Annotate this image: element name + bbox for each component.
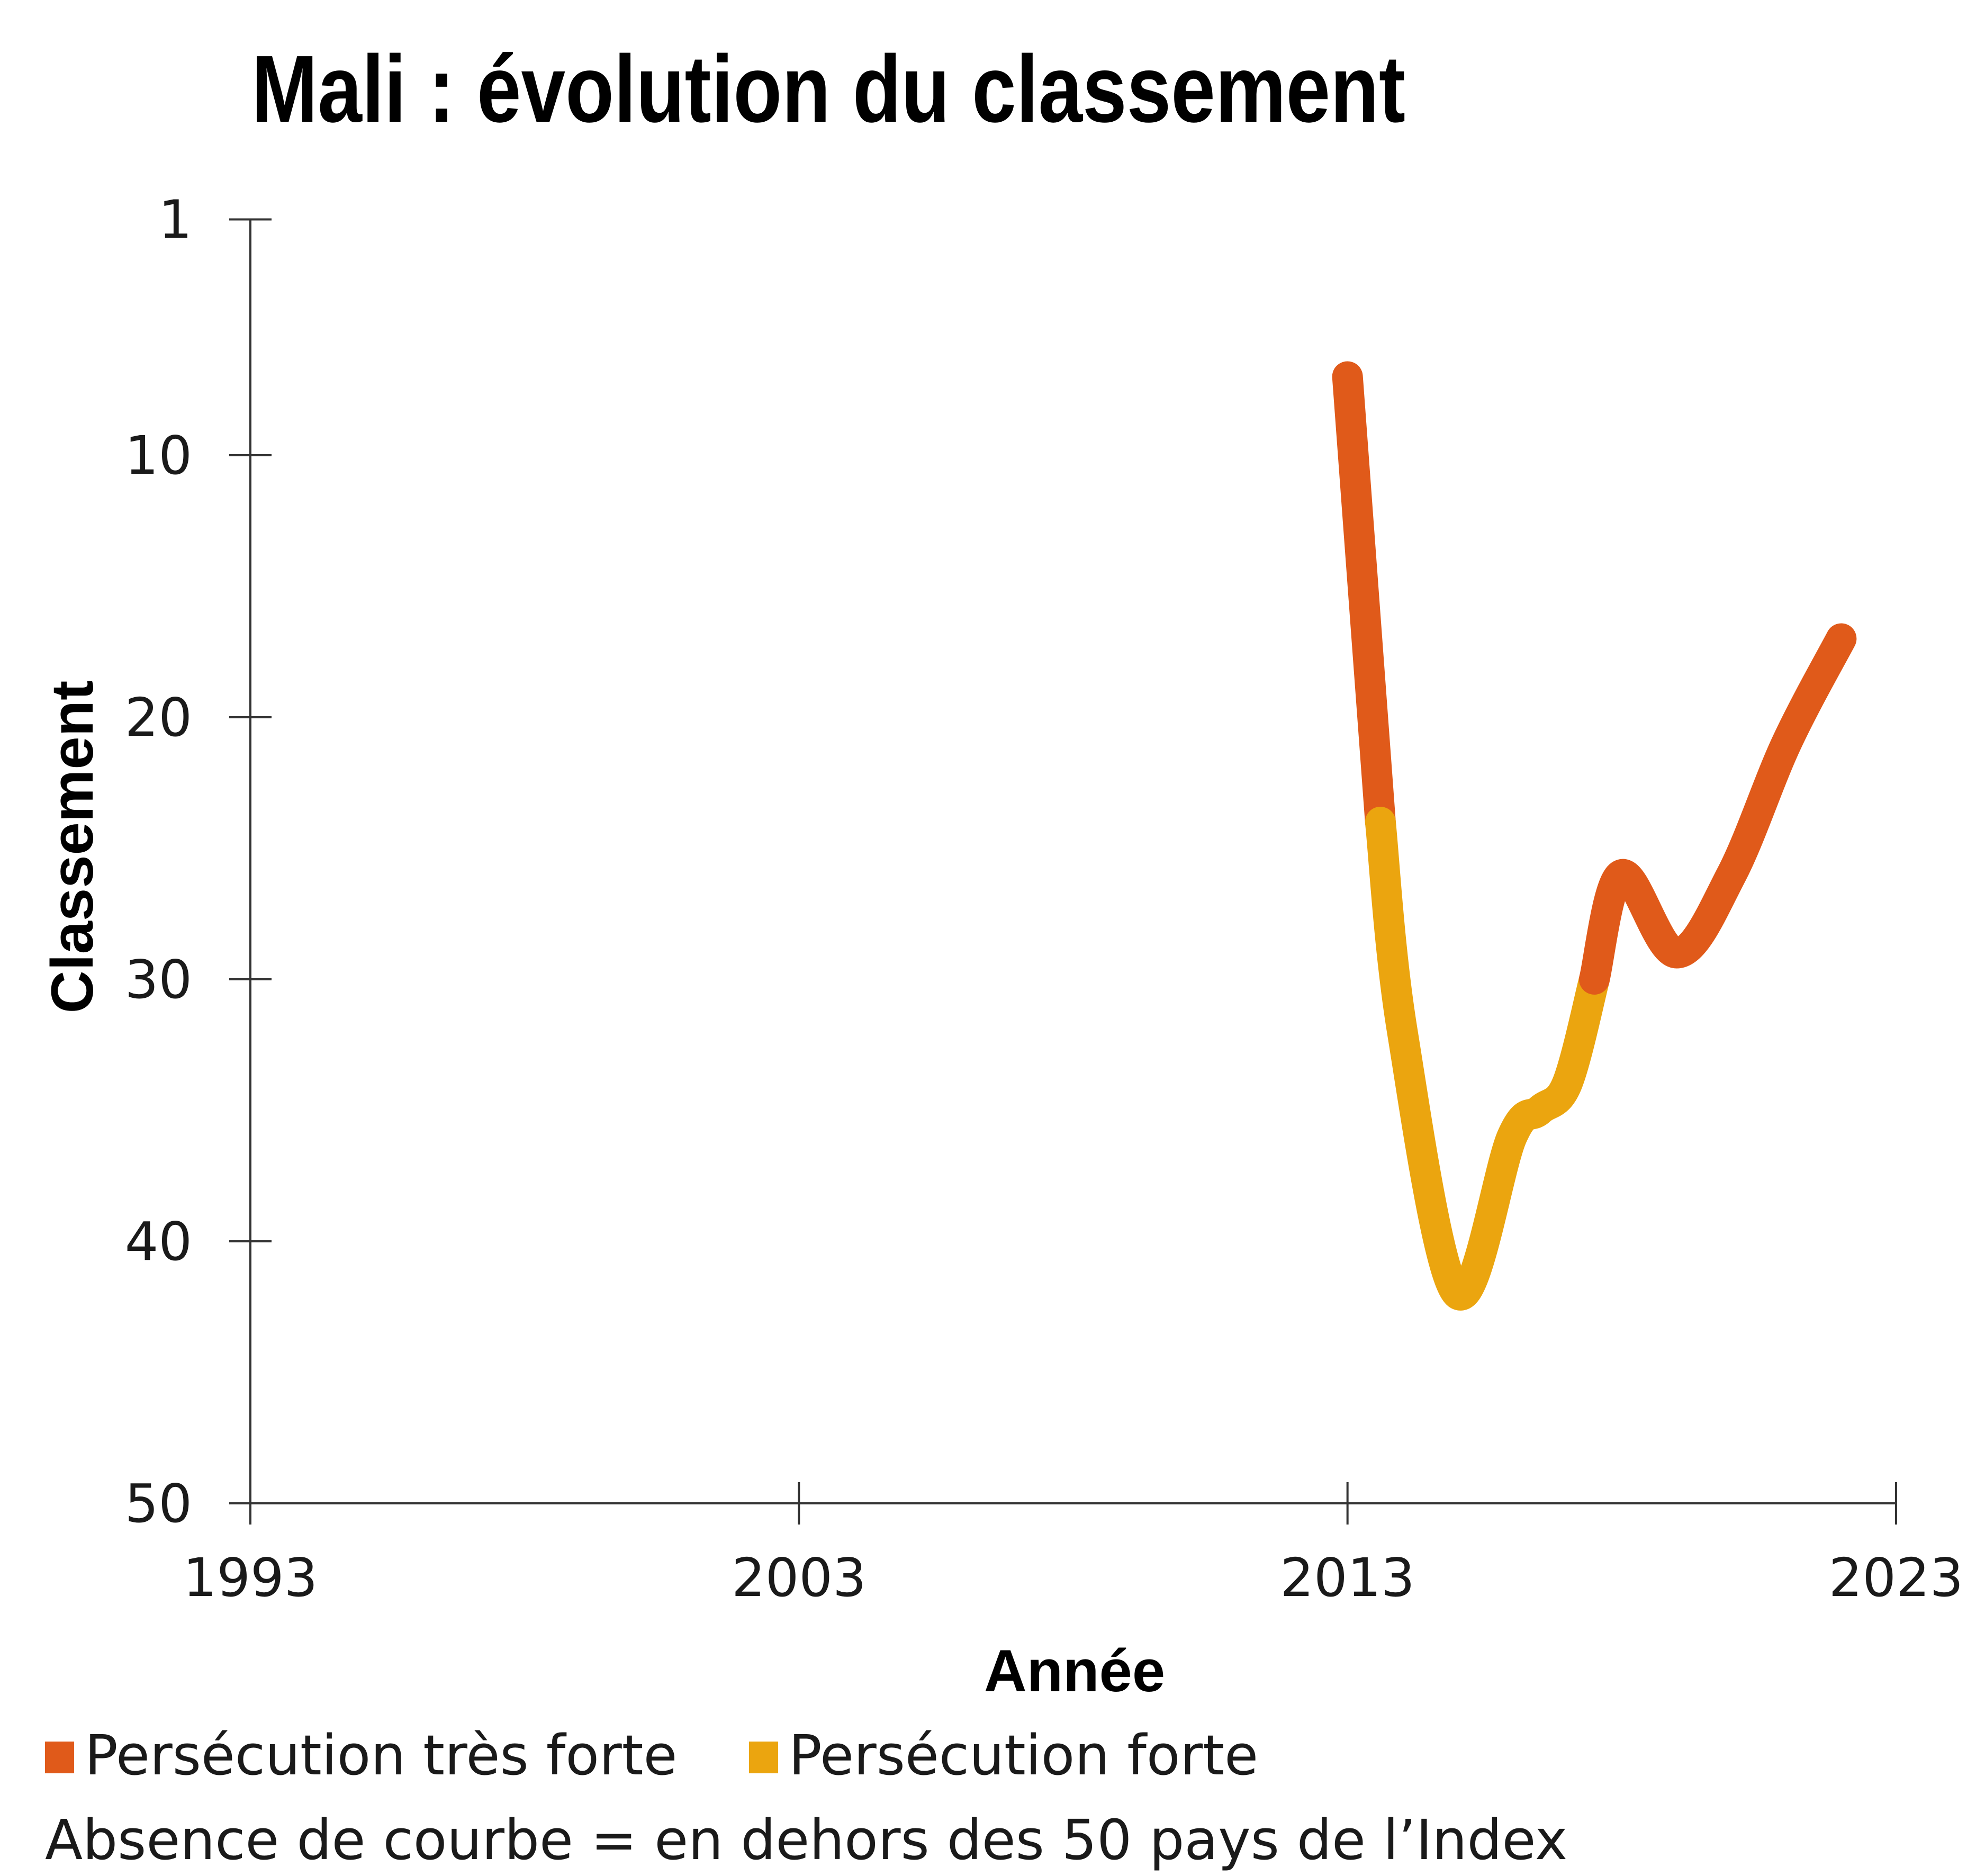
x-tick-label: 1993 [183, 1547, 318, 1609]
series-group [1332, 361, 1857, 1311]
x-axis-title: Année [984, 1638, 1165, 1704]
series-line-3 [1579, 623, 1857, 995]
x-tick-label: 2003 [732, 1547, 867, 1609]
legend: Persécution très forte Persécution forte [45, 1723, 1258, 1788]
y-tick-label: 20 [125, 687, 192, 748]
chart-note: Absence de courbe = en dehors des 50 pay… [45, 1808, 1567, 1872]
legend-swatch-very-strong [45, 1742, 74, 1773]
axes: 1 10 20 30 40 50 1993 2003 2013 2023 [125, 189, 1964, 1609]
y-tick-label: 30 [125, 949, 192, 1011]
chart-title: Mali : évolution du classement [251, 36, 1405, 142]
legend-swatch-strong [749, 1742, 778, 1773]
y-tick-label: 40 [125, 1211, 192, 1273]
legend-label-strong: Persécution forte [789, 1723, 1258, 1788]
x-tick-label: 2013 [1280, 1547, 1415, 1609]
legend-label-very-strong: Persécution très forte [85, 1723, 678, 1788]
y-tick-label: 10 [125, 425, 192, 486]
y-tick-label: 1 [158, 189, 192, 251]
y-axis-title: Classement [39, 681, 105, 1014]
series-line-2 [1365, 807, 1610, 1311]
y-tick-label: 50 [125, 1473, 192, 1535]
x-tick-label: 2023 [1829, 1547, 1964, 1609]
series-line-1 [1332, 361, 1396, 837]
